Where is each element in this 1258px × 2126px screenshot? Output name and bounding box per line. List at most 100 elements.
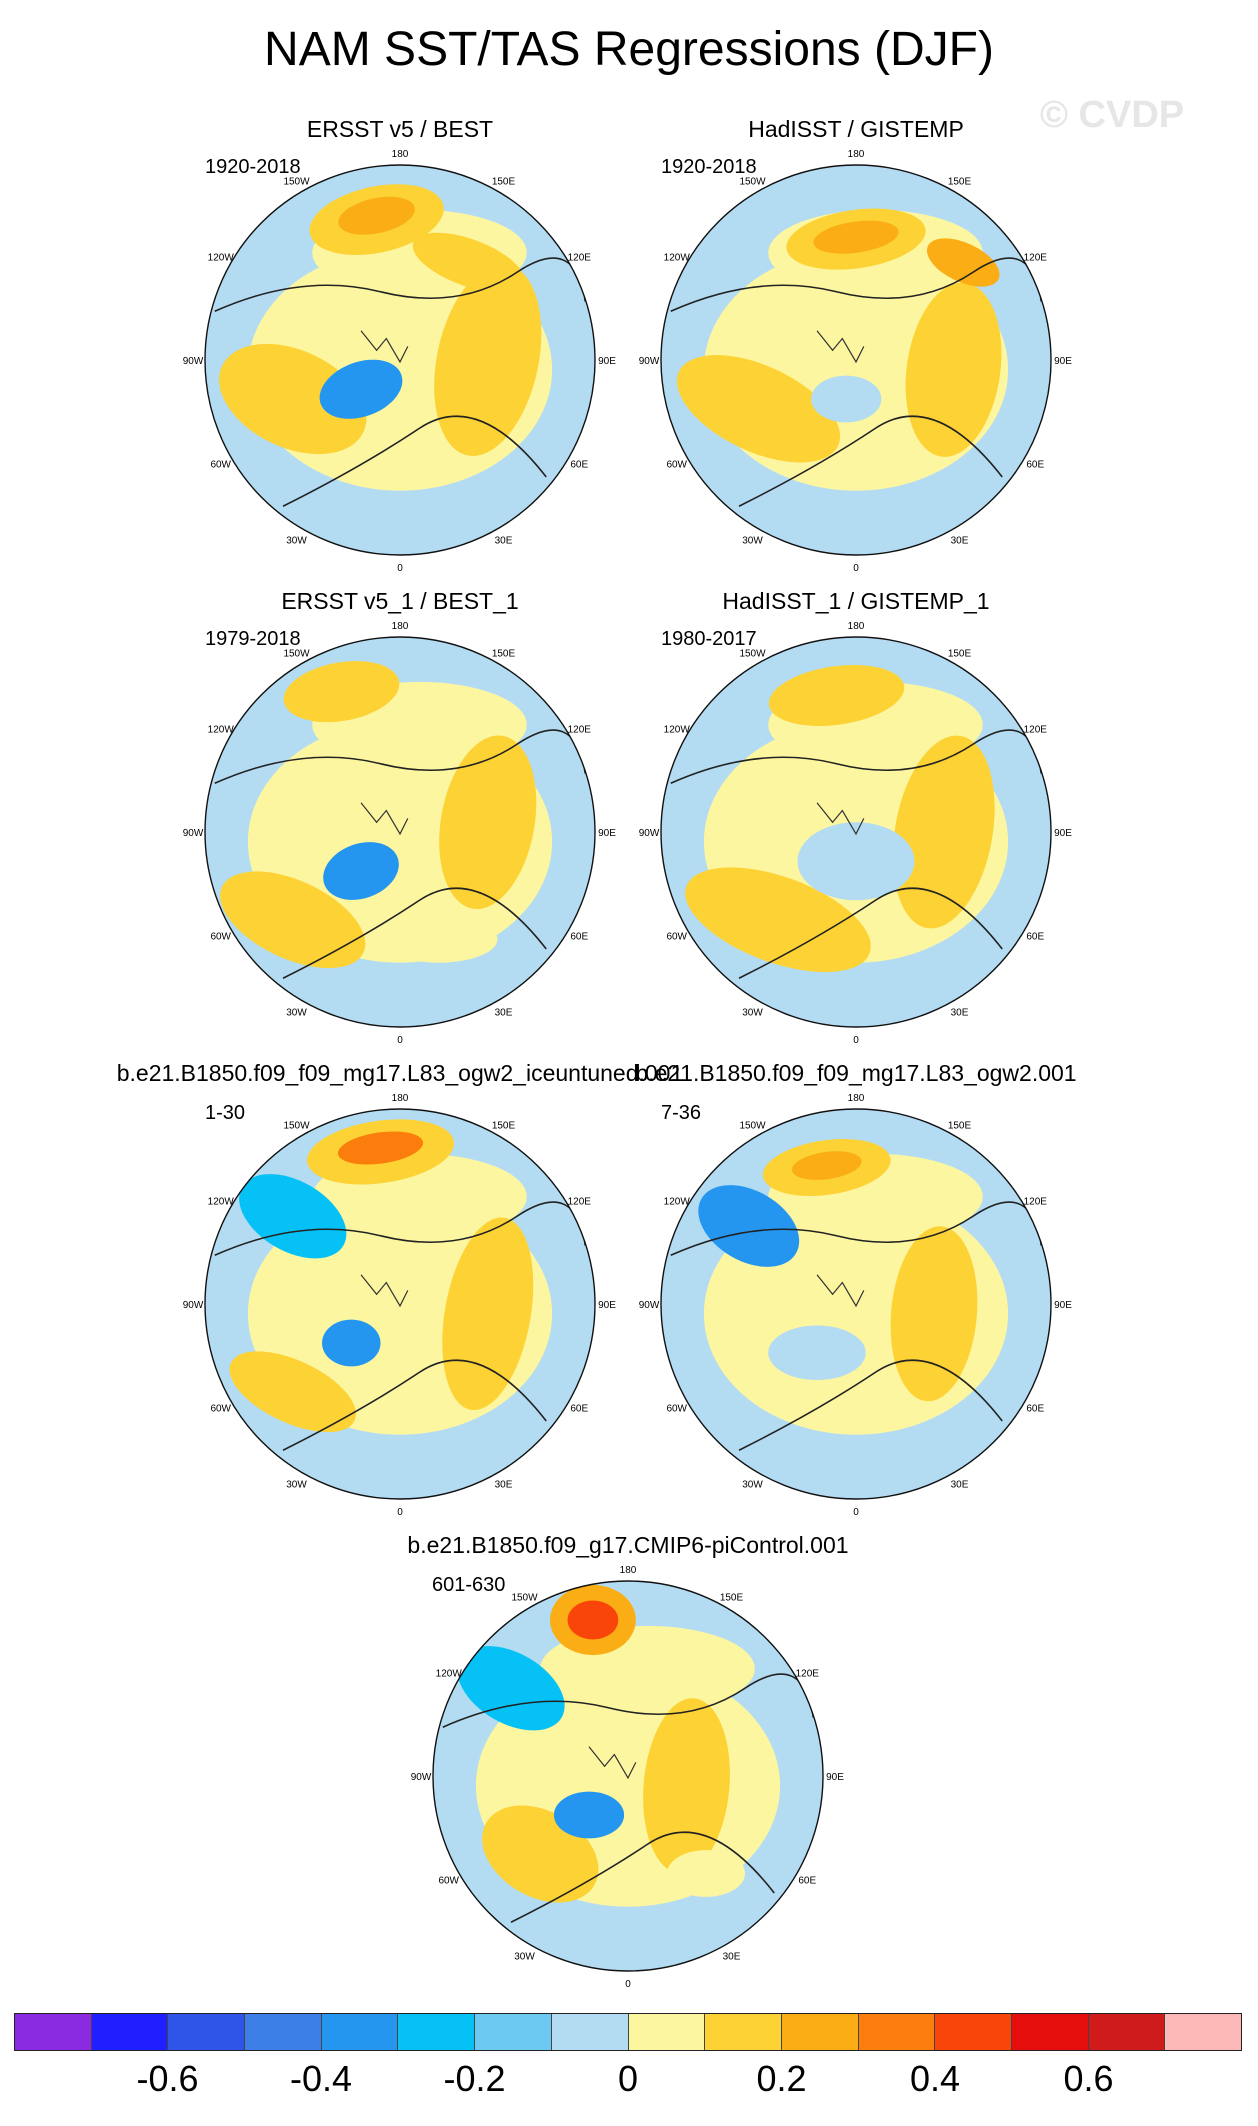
panel-title-1: ERSST v5 / BEST xyxy=(306,116,494,142)
longitude-label: 120E xyxy=(1024,725,1048,736)
coastline xyxy=(442,1673,815,1728)
colorbar-swatch xyxy=(781,2014,859,2050)
longitude-label: 150W xyxy=(283,177,310,188)
regression-anomaly xyxy=(442,1217,534,1411)
colorbar-tick-label: -0.2 xyxy=(443,2058,506,2099)
panel-period-1: 1920-2018 xyxy=(205,156,301,178)
longitude-label: 90E xyxy=(1054,1300,1072,1311)
longitude-label: 60W xyxy=(210,1404,231,1415)
coastline xyxy=(816,802,865,836)
panel-title-6: b.e21.B1850.f09_f09_mg17.L83_ogw2.001 xyxy=(635,1060,1077,1086)
coastline xyxy=(214,729,587,784)
regression-anomaly xyxy=(322,1319,381,1367)
longitude-label: 180 xyxy=(848,621,865,632)
longitude-label: 60E xyxy=(1026,932,1044,943)
longitude-label: 90W xyxy=(639,828,660,839)
longitude-label: 120E xyxy=(796,1669,820,1680)
longitude-label: 150W xyxy=(283,1121,310,1132)
regression-anomaly xyxy=(220,871,366,969)
figure-title: NAM SST/TAS Regressions (DJF) xyxy=(264,23,994,76)
longitude-label: 150W xyxy=(511,1593,538,1604)
coastline xyxy=(670,257,1043,312)
regression-anomaly xyxy=(567,1600,619,1640)
regression-anomaly xyxy=(380,915,498,963)
longitude-label: 90E xyxy=(598,1300,616,1311)
coastline xyxy=(816,1274,865,1308)
longitude-label: 60W xyxy=(666,1404,687,1415)
longitude-label: 90W xyxy=(639,356,660,367)
colorbar-swatch xyxy=(91,2014,169,2050)
longitude-label: 180 xyxy=(620,1565,637,1576)
regression-anomaly xyxy=(319,359,403,419)
longitude-label: 60E xyxy=(1026,460,1044,471)
colorbar-swatch xyxy=(475,2014,552,2050)
longitude-label: 60E xyxy=(798,1876,816,1887)
longitude-label: 30E xyxy=(495,1007,513,1018)
longitude-label: 60E xyxy=(570,1404,588,1415)
longitude-label: 30E xyxy=(951,1007,969,1018)
colorbar-tick-label: 0 xyxy=(617,2058,639,2099)
regression-anomaly xyxy=(323,842,399,900)
longitude-label: 90W xyxy=(411,1772,432,1783)
longitude-label: 0 xyxy=(853,563,859,574)
colorbar-tick-label: -0.4 xyxy=(289,2058,353,2099)
panel-period-5: 1-30 xyxy=(205,1102,246,1124)
map-boundary xyxy=(204,636,596,1028)
longitude-label: 60W xyxy=(666,460,687,471)
regression-anomaly xyxy=(791,1151,862,1180)
longitude-label: 150W xyxy=(283,649,310,660)
colorbar-swatch xyxy=(1088,2014,1166,2050)
longitude-label: 120W xyxy=(208,1197,235,1208)
regression-anomaly xyxy=(412,232,524,293)
map-boundary xyxy=(432,1580,824,1972)
longitude-label: 30W xyxy=(742,535,763,546)
coastline xyxy=(214,1201,587,1256)
coastline xyxy=(510,1831,775,1923)
longitude-label: 60E xyxy=(570,932,588,943)
colorbar-tick-label: 0.4 xyxy=(909,2058,961,2099)
regression-anomaly xyxy=(768,665,905,726)
panel-period-3: 1979-2018 xyxy=(205,628,301,650)
colorbar-swatch xyxy=(858,2014,936,2050)
longitude-label: 0 xyxy=(397,1507,403,1518)
longitude-label: 30E xyxy=(951,535,969,546)
colorbar xyxy=(14,2013,1242,2051)
longitude-label: 30W xyxy=(742,1479,763,1490)
longitude-label: 120E xyxy=(568,253,592,264)
longitude-label: 60E xyxy=(570,460,588,471)
coastline xyxy=(738,415,1003,507)
colorbar-swatch xyxy=(398,2014,476,2050)
regression-anomaly xyxy=(797,822,915,901)
regression-anomaly xyxy=(457,1646,565,1731)
regression-anomaly xyxy=(553,1791,625,1839)
colorbar-tick-label: 0.6 xyxy=(1063,2058,1114,2099)
colorbar-swatch xyxy=(935,2014,1012,2050)
regression-anomaly xyxy=(643,1698,730,1874)
colorbar-swatch xyxy=(628,2014,706,2050)
longitude-label: 30W xyxy=(286,535,307,546)
colorbar-swatch xyxy=(245,2014,322,2050)
longitude-label: 90E xyxy=(598,356,616,367)
panel-period-4: 1980-2017 xyxy=(661,628,757,650)
longitude-label: 180 xyxy=(392,149,409,160)
longitude-label: 180 xyxy=(392,1093,409,1104)
watermark: © CVDP xyxy=(1040,94,1185,136)
longitude-label: 30E xyxy=(495,535,513,546)
longitude-label: 60E xyxy=(1026,1404,1044,1415)
regression-anomaly xyxy=(338,196,415,235)
coastline xyxy=(670,1201,1043,1256)
longitude-label: 60W xyxy=(438,1876,459,1887)
longitude-label: 180 xyxy=(392,621,409,632)
panel-title-5: b.e21.B1850.f09_f09_mg17.L83_ogw2_iceunt… xyxy=(116,1060,684,1086)
regression-anomaly xyxy=(229,1351,356,1433)
longitude-label: 150W xyxy=(739,177,766,188)
panel-title-4: HadISST_1 / GISTEMP_1 xyxy=(722,588,990,614)
longitude-label: 0 xyxy=(853,1035,859,1046)
longitude-label: 0 xyxy=(397,1035,403,1046)
coastline xyxy=(588,1746,637,1780)
longitude-label: 60W xyxy=(210,932,231,943)
